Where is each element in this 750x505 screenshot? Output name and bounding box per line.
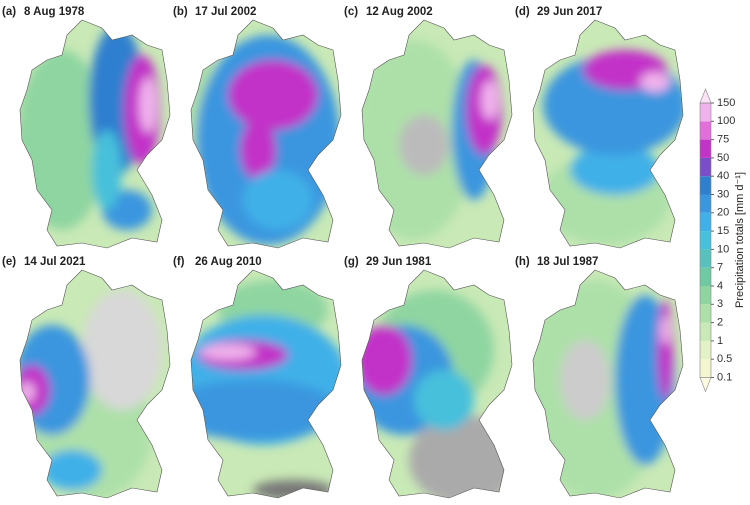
colorbar-segment [700, 249, 711, 268]
map-panel: (b) 17 Jul 2002 [173, 6, 342, 249]
precip-field [20, 290, 162, 498]
panel-label: (b) [173, 6, 188, 18]
colorbar-tick-label: 0.1 [717, 371, 732, 383]
precip-blobs [191, 280, 341, 498]
colorbar-tick-label: 1 [717, 335, 723, 347]
colorbar-tick-label: 150 [717, 97, 735, 109]
colorbar-segment [700, 103, 711, 122]
colorbar-segment [700, 304, 711, 323]
germany-border [190, 269, 342, 499]
precip-blobs [533, 280, 675, 498]
precip-field [540, 50, 683, 245]
colorbar-segment [700, 359, 711, 378]
colorbar-segment [700, 322, 711, 341]
colorbar-tick-label: 0.5 [717, 353, 732, 365]
map-panel: (f) 26 Aug 2010 [173, 256, 342, 499]
germany-border [19, 269, 171, 499]
panel-label: (h) [515, 256, 530, 268]
colorbar-tick-label: 15 [717, 225, 729, 237]
panel-date: 18 Jul 1987 [537, 256, 598, 268]
colorbar: 0.1 0.5 1 2 3 4 7 10 15 20 30 40 50 75 100 150 Precipita… [699, 88, 746, 393]
precip-area [660, 315, 670, 345]
precip-area [228, 60, 318, 130]
panel-label: (a) [2, 6, 16, 18]
colorbar-segment [700, 139, 711, 158]
map-panel: (d) 29 Jun 2017 [515, 6, 684, 249]
panel-date: 8 Aug 1978 [24, 6, 85, 18]
precip-area [414, 370, 474, 430]
colorbar-tick-label: 4 [717, 280, 723, 292]
precip-area [640, 72, 670, 92]
colorbar-tick-label: 2 [717, 317, 723, 329]
colorbar-segment [700, 267, 711, 286]
colorbar-segment [700, 157, 711, 177]
colorbar-segment [700, 340, 711, 360]
colorbar-segment [700, 212, 711, 232]
colorbar-segment [700, 286, 711, 305]
colorbar-tick-label: 7 [717, 262, 723, 274]
colorbar-tick-label: 100 [717, 115, 735, 127]
colorbar-tick-label: 40 [717, 170, 729, 182]
panel-label: (f) [173, 256, 185, 268]
precip-area [42, 450, 102, 490]
precip-area [92, 130, 122, 210]
precip-area [560, 340, 610, 420]
colorbar-tick-label: 3 [717, 298, 723, 310]
panel-label: (d) [515, 6, 530, 18]
colorbar-tick-label: 20 [717, 207, 729, 219]
germany-border [190, 19, 342, 249]
map-panel: (a) 8 Aug 1978 [2, 6, 171, 249]
panels: (a) 8 Aug 1978 (b) 17 Jul 2002 (c) 12 Aug 200… [2, 6, 684, 499]
precip-area [191, 380, 338, 440]
germany-border [532, 269, 684, 499]
precip-field [533, 280, 675, 498]
colorbar-frame [699, 102, 712, 378]
germany-border [361, 19, 513, 249]
precip-area [200, 344, 256, 360]
panel-label: (g) [344, 256, 359, 268]
precip-area [362, 325, 412, 395]
precip-field [191, 280, 341, 498]
precip-blobs [20, 290, 162, 498]
panel-label: (c) [344, 6, 358, 18]
colorbar-extend-high [699, 88, 712, 104]
colorbar-segment [700, 194, 711, 213]
precip-area [399, 115, 449, 175]
colorbar-tick-label: 75 [717, 134, 729, 146]
map-panel: (e) 14 Jul 2021 [2, 256, 171, 499]
precip-area [82, 290, 162, 410]
precip-area [139, 77, 157, 133]
germany-border [361, 269, 513, 499]
colorbar-extend-low [699, 377, 712, 393]
panel-label: (e) [2, 256, 16, 268]
panel-date: 14 Jul 2021 [24, 256, 86, 268]
precip-area [253, 480, 333, 498]
precip-blobs [540, 50, 683, 245]
colorbar-segment [700, 231, 711, 250]
panel-date: 12 Aug 2002 [366, 6, 433, 18]
colorbar-segment [700, 121, 711, 140]
precip-field [20, 25, 160, 230]
colorbar-label: Precipitation totals [mm d⁻¹] [734, 172, 746, 308]
panel-date: 29 Jun 2017 [537, 6, 602, 18]
precip-area [570, 145, 660, 195]
colorbar-segment [700, 176, 711, 195]
precip-area [481, 80, 499, 120]
colorbar-tick-label: 30 [717, 188, 729, 200]
germany-border [19, 19, 171, 249]
map-panel: (g) 29 Jun 1981 [344, 256, 513, 499]
colorbar-tick-label: 50 [717, 152, 729, 164]
precip-area [240, 120, 276, 180]
panel-date: 17 Jul 2002 [195, 6, 256, 18]
panel-date: 26 Aug 2010 [195, 256, 262, 268]
precip-area [20, 50, 107, 230]
precip-blobs [20, 25, 160, 230]
panel-date: 29 Jun 1981 [366, 256, 432, 268]
map-panel: (h) 18 Jul 1987 [515, 256, 684, 499]
germany-border [532, 19, 684, 249]
colorbar-tick-label: 10 [717, 243, 729, 255]
map-panel: (c) 12 Aug 2002 [344, 6, 513, 249]
precip-area [243, 170, 313, 230]
